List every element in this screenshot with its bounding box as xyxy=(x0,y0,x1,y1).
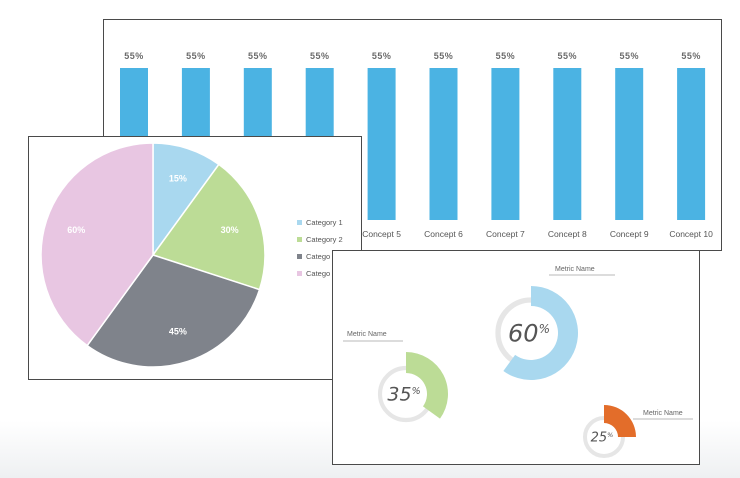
legend-entry: Category 1 xyxy=(306,218,343,227)
gauge-unit: % xyxy=(607,431,613,439)
bar-6 xyxy=(429,68,458,220)
bar-9 xyxy=(615,68,644,220)
gauge-number: 35 xyxy=(387,384,411,406)
legend-swatch xyxy=(297,237,302,242)
bar-value-label: 55% xyxy=(186,51,206,61)
pie-chart-panel: 15% 30% 45% 60% Category 1 Category 2 Catego Ca… xyxy=(28,136,362,380)
gauge-number: 60 xyxy=(508,319,539,347)
legend-entry: Category 2 xyxy=(306,235,343,244)
pie-slice-label: 30% xyxy=(221,225,239,235)
bar-value-label: 55% xyxy=(558,51,578,61)
bar-value-label: 55% xyxy=(372,51,392,61)
bar-value-label: 55% xyxy=(310,51,330,61)
bar-value-label: 55% xyxy=(124,51,144,61)
legend-swatch xyxy=(297,271,302,276)
bar-value-label: 55% xyxy=(496,51,516,61)
legend-entry: Catego xyxy=(306,269,330,278)
gauge-arc-2 xyxy=(406,352,448,419)
pie-slice-label: 45% xyxy=(169,327,187,337)
gauge-value: 60% xyxy=(508,319,550,347)
pie-slice-label: 60% xyxy=(67,225,85,235)
legend-swatch xyxy=(297,254,302,259)
gauge-value: 25% xyxy=(591,431,614,446)
legend-swatch xyxy=(297,220,302,225)
bar-5 xyxy=(367,68,396,220)
pie-slice-3 xyxy=(86,254,261,368)
bar-value-label: 55% xyxy=(434,51,454,61)
bar-10 xyxy=(677,68,706,220)
pie-slice-4 xyxy=(40,142,154,347)
pie-slice-2 xyxy=(151,163,266,291)
bar-category-label: Concept 10 xyxy=(669,229,713,239)
bar-7 xyxy=(491,68,520,220)
bar-8 xyxy=(553,68,582,220)
gauge-unit: % xyxy=(412,386,421,397)
gauge-number: 25 xyxy=(591,431,608,446)
gauge-arc-3 xyxy=(604,405,636,437)
pie-slice-label: 15% xyxy=(169,173,187,183)
gauge-unit: % xyxy=(539,322,550,336)
metric-name-label: Metric Name xyxy=(555,266,595,273)
bar-category-label: Concept 6 xyxy=(424,229,463,239)
pie-chart: 15% 30% 45% 60% Category 1 Category 2 Catego Ca… xyxy=(40,142,343,368)
metric-name-label: Metric Name xyxy=(347,331,387,338)
bar-category-label: Concept 8 xyxy=(548,229,587,239)
bar-value-label: 55% xyxy=(681,51,701,61)
metric-name-label: Metric Name xyxy=(643,410,683,417)
bar-value-label: 55% xyxy=(619,51,639,61)
gauge-value: 35% xyxy=(387,384,420,406)
bar-category-label: Concept 7 xyxy=(486,229,525,239)
gauge-chart: 60% Metric Name 35% Metric Name 25% Metric Na… xyxy=(343,266,693,458)
bar-category-label: Concept 5 xyxy=(362,229,401,239)
gauge-arc-1 xyxy=(503,286,578,380)
bar-category-label: Concept 9 xyxy=(610,229,649,239)
legend-entry: Catego xyxy=(306,252,330,261)
gauge-chart-panel: 60% Metric Name 35% Metric Name 25% Metric Na… xyxy=(332,250,700,465)
bar-value-label: 55% xyxy=(248,51,268,61)
